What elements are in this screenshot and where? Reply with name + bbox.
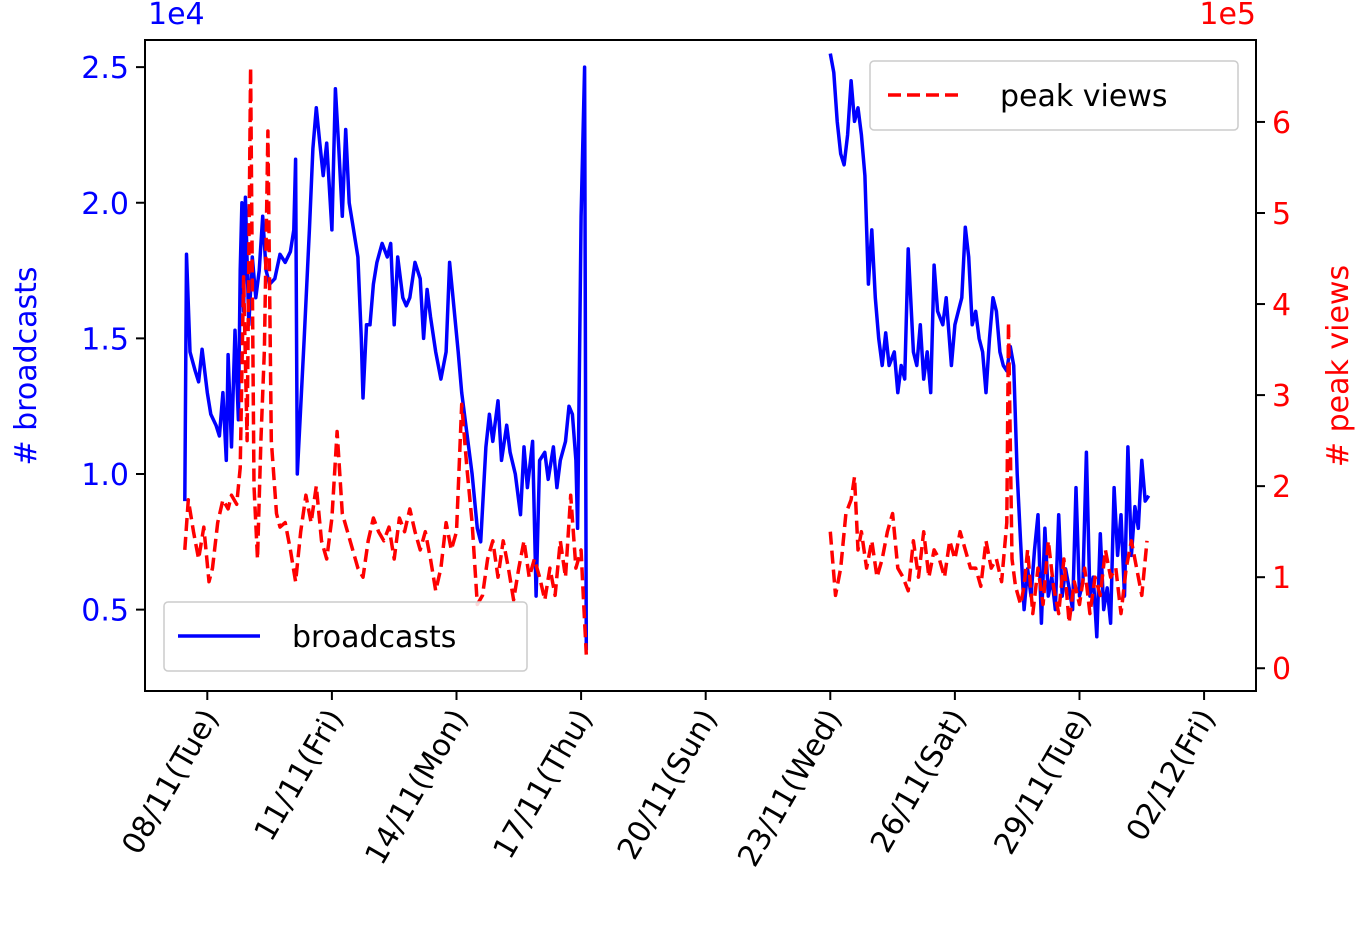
left-axis-label: # broadcasts: [9, 266, 44, 465]
series-layer: [183, 53, 1151, 655]
series-peak-views: [183, 65, 1149, 655]
series-line-broadcasts-1: [828, 53, 1151, 639]
right-tick-label: 2: [1272, 470, 1291, 505]
left-tick-label: 1.0: [81, 458, 129, 493]
series-line-peak-views-1: [828, 320, 1149, 625]
right-tick-label: 4: [1272, 288, 1291, 323]
right-tick-label: 1: [1272, 561, 1291, 596]
plot-frame: [144, 39, 1257, 692]
left-tick-label: 1.5: [81, 322, 129, 357]
right-tick-label: 3: [1272, 379, 1291, 414]
right-tick-label: 6: [1272, 106, 1291, 141]
right-axis-multiplier: 1e5: [1199, 0, 1256, 32]
series-line-peak-views-0: [183, 65, 589, 655]
legend-box-peak-views: [869, 60, 1239, 131]
legend-peak-views: peak views: [869, 60, 1239, 131]
left-axis-multiplier: 1e4: [148, 0, 205, 32]
left-tick-label: 0.5: [81, 594, 129, 629]
right-tick-label: 5: [1272, 197, 1291, 232]
left-tick-label: 2.5: [81, 51, 129, 86]
series-line-broadcasts-0: [183, 65, 589, 651]
right-axis-label: # peak views: [1321, 265, 1356, 467]
series-broadcasts: [183, 53, 1151, 651]
right-tick-label: 0: [1272, 652, 1291, 687]
legend-broadcasts: broadcasts: [163, 601, 528, 672]
left-tick-label: 2.0: [81, 187, 129, 222]
legend-box-broadcasts: [163, 601, 528, 672]
legend-label-peak-views: peak views: [1000, 79, 1168, 114]
legend-label-broadcasts: broadcasts: [292, 620, 456, 655]
